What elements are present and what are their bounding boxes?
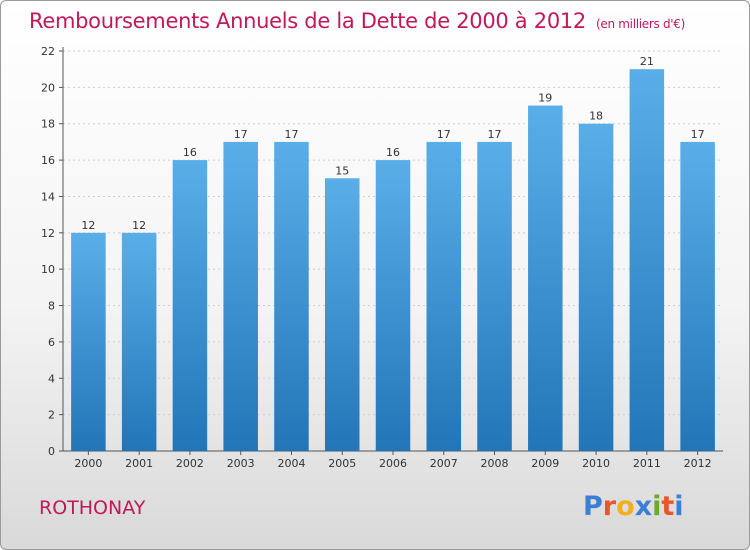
- bars: [71, 69, 715, 452]
- x-tick-label: 2004: [277, 457, 305, 470]
- x-tick-label: 2008: [481, 457, 509, 470]
- data-label: 21: [640, 55, 654, 68]
- proxiti-logo[interactable]: Proxiti: [583, 491, 684, 522]
- x-tick-label: 2000: [74, 457, 102, 470]
- x-tick-label: 2006: [379, 457, 407, 470]
- logo-letter: r: [602, 491, 617, 522]
- data-label: 15: [335, 164, 349, 177]
- bar-2004: [274, 141, 309, 451]
- bar-2010: [578, 123, 614, 452]
- bar-2008: [477, 141, 512, 451]
- data-label: 17: [488, 128, 502, 141]
- bar-2006: [375, 160, 411, 451]
- y-tick-label: 4: [48, 372, 55, 385]
- data-label: 17: [284, 128, 298, 141]
- y-tick-label: 0: [48, 445, 55, 458]
- data-label: 17: [437, 128, 451, 141]
- bar-2007: [426, 141, 462, 451]
- chart-title: Remboursements Annuels de la Dette de 20…: [29, 9, 685, 33]
- logo-letter: i: [652, 491, 662, 522]
- bar-2012: [680, 141, 715, 451]
- x-tick-label: 2003: [227, 457, 255, 470]
- data-label: 16: [386, 146, 400, 159]
- data-label: 17: [234, 128, 248, 141]
- x-tick-label: 2005: [328, 457, 356, 470]
- x-tick-label: 2010: [582, 457, 610, 470]
- bar-2009: [528, 105, 563, 451]
- bar-2001: [121, 232, 157, 451]
- data-label: 16: [183, 146, 197, 159]
- logo-letter: t: [661, 491, 675, 522]
- data-labels: 12 12 16 17 17 15 16 17 17 19 18 21 17: [81, 55, 704, 232]
- y-tick-label: 10: [41, 263, 55, 276]
- data-label: 17: [691, 128, 705, 141]
- logo-letter: P: [583, 491, 603, 522]
- y-tick-label: 22: [41, 45, 55, 58]
- data-label: 12: [132, 219, 146, 232]
- bar-2002: [172, 160, 208, 451]
- bar-2005: [324, 178, 360, 452]
- x-tick-label: 2001: [125, 457, 153, 470]
- y-tick-label: 14: [41, 190, 55, 203]
- x-tick-label: 2012: [684, 457, 712, 470]
- commune-name: ROTHONAY: [39, 497, 146, 519]
- x-tick-label: 2011: [633, 457, 661, 470]
- data-label: 19: [538, 92, 552, 105]
- logo-letter: i: [674, 491, 684, 522]
- bar-2003: [223, 141, 258, 451]
- y-tick-label: 6: [48, 336, 55, 349]
- y-tick-label: 2: [48, 409, 55, 422]
- bar-2011: [629, 69, 665, 451]
- bar-2000: [71, 232, 106, 451]
- axes: 0 2 4 6 8 10 12 14 16 18 20 22 2000 2001 2002 2003 2004 2…: [41, 45, 723, 470]
- y-tick-label: 8: [48, 300, 55, 313]
- chart-title-text: Remboursements Annuels de la Dette de 20…: [29, 9, 586, 33]
- y-tick-label: 18: [41, 118, 55, 131]
- chart-unit: (en milliers d'€): [596, 17, 686, 31]
- x-tick-label: 2009: [531, 457, 559, 470]
- x-tick-label: 2007: [430, 457, 458, 470]
- data-label: 18: [589, 110, 603, 123]
- logo-letter: o: [616, 491, 635, 522]
- y-tick-label: 12: [41, 227, 55, 240]
- x-tick-label: 2002: [176, 457, 204, 470]
- data-label: 12: [81, 219, 95, 232]
- y-tick-label: 16: [41, 154, 55, 167]
- y-tick-label: 20: [41, 81, 55, 94]
- logo-letter: x: [634, 491, 653, 522]
